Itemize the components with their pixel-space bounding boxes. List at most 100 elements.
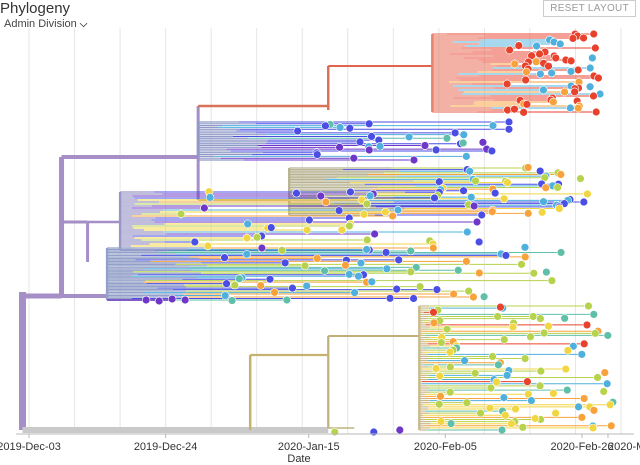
tip-node [434,400,444,409]
tip-node [359,210,369,219]
tip-node [593,373,602,382]
tip-node [504,125,514,134]
tip-node [190,237,199,247]
tip-node [586,63,595,73]
tip-node [585,82,595,91]
tip-node [526,332,535,341]
branch-layer [19,33,612,433]
tip-node [547,68,556,78]
tip-node [530,414,540,423]
tip-node [579,339,589,349]
x-tick-label: 2019-Dec-03 [0,441,61,453]
tip-node [462,257,471,266]
tip-node [477,210,486,220]
tip-node [288,283,297,293]
tip-node [430,193,439,203]
tip-node [469,201,479,211]
tip-node [523,377,532,386]
x-tick-label: 2020-Feb-26 [550,441,613,453]
tip-node [566,56,576,66]
tip-node [302,225,312,235]
tip-node [381,248,391,257]
tip-node [544,61,553,71]
x-axis-title: Date [287,453,310,465]
tip-node [180,295,190,305]
tip-node [531,57,541,66]
tip-node [463,227,472,237]
grid-layer [28,28,622,434]
tip-node [406,267,415,276]
tip-node [354,272,363,281]
tip-node [547,276,557,285]
color-by-dropdown[interactable]: Admin Division ⌵ [4,18,87,30]
tip-node [566,67,576,76]
tip-node [346,187,355,197]
tip-node [267,223,276,232]
tip-node [493,312,502,321]
tip-node [579,33,588,43]
tip-node [393,205,403,215]
tip-node [519,108,528,117]
tip-node [449,289,458,299]
tip-node [375,142,385,151]
tip-node [570,87,579,97]
tip-node [574,104,583,113]
tip-node [446,387,455,397]
tip-node [200,203,209,213]
tip-node [446,419,456,428]
tip-node [599,387,608,396]
tip-node [496,302,505,312]
tip-node [594,73,603,83]
tip-node [588,53,597,63]
tip-node [544,321,553,331]
tip-node [479,292,489,301]
tip-node [600,368,610,377]
tip-node [335,123,345,132]
tip-node [330,427,339,437]
tip-node [345,221,354,231]
tip-node [445,348,455,357]
tip-node [497,425,507,435]
tip-node [154,296,164,306]
tip-node [404,132,414,142]
tip-node [539,197,548,206]
tip-node [320,266,329,276]
x-tick-label: 2020-Feb-05 [414,441,477,453]
tip-node [334,206,344,215]
tip-node [462,152,471,161]
tip-node [293,126,302,136]
tip-node [521,75,530,85]
tip-node [459,186,468,195]
tip-node [367,277,377,286]
tip-node [536,69,545,79]
tip-node [518,423,528,432]
tip-node [476,408,485,418]
tip-node [472,217,482,227]
tip-node [503,105,512,115]
tip-node [450,128,460,138]
tip-node [501,411,510,420]
tip-node [470,369,480,378]
tip-node [459,130,468,139]
reset-layout-button[interactable]: RESET LAYOUT [543,0,636,17]
tip-node [446,362,455,372]
tip-node [300,261,310,271]
tip-node [337,225,347,235]
tip-node [510,104,519,114]
tip-node [394,255,403,265]
tip-node [501,251,511,260]
tip-node [467,192,476,202]
tip-node [576,174,585,183]
tip-node [282,295,292,305]
tip-node [510,59,519,69]
tip-node [503,178,512,187]
tip-node [553,183,562,192]
tip-node [256,281,265,290]
tip-node [514,41,523,50]
tip-node [316,191,325,201]
tip-node [230,280,239,290]
tip-node [502,79,512,89]
tip-node [555,204,564,213]
tip-node [583,189,592,199]
tip-node [252,233,262,242]
